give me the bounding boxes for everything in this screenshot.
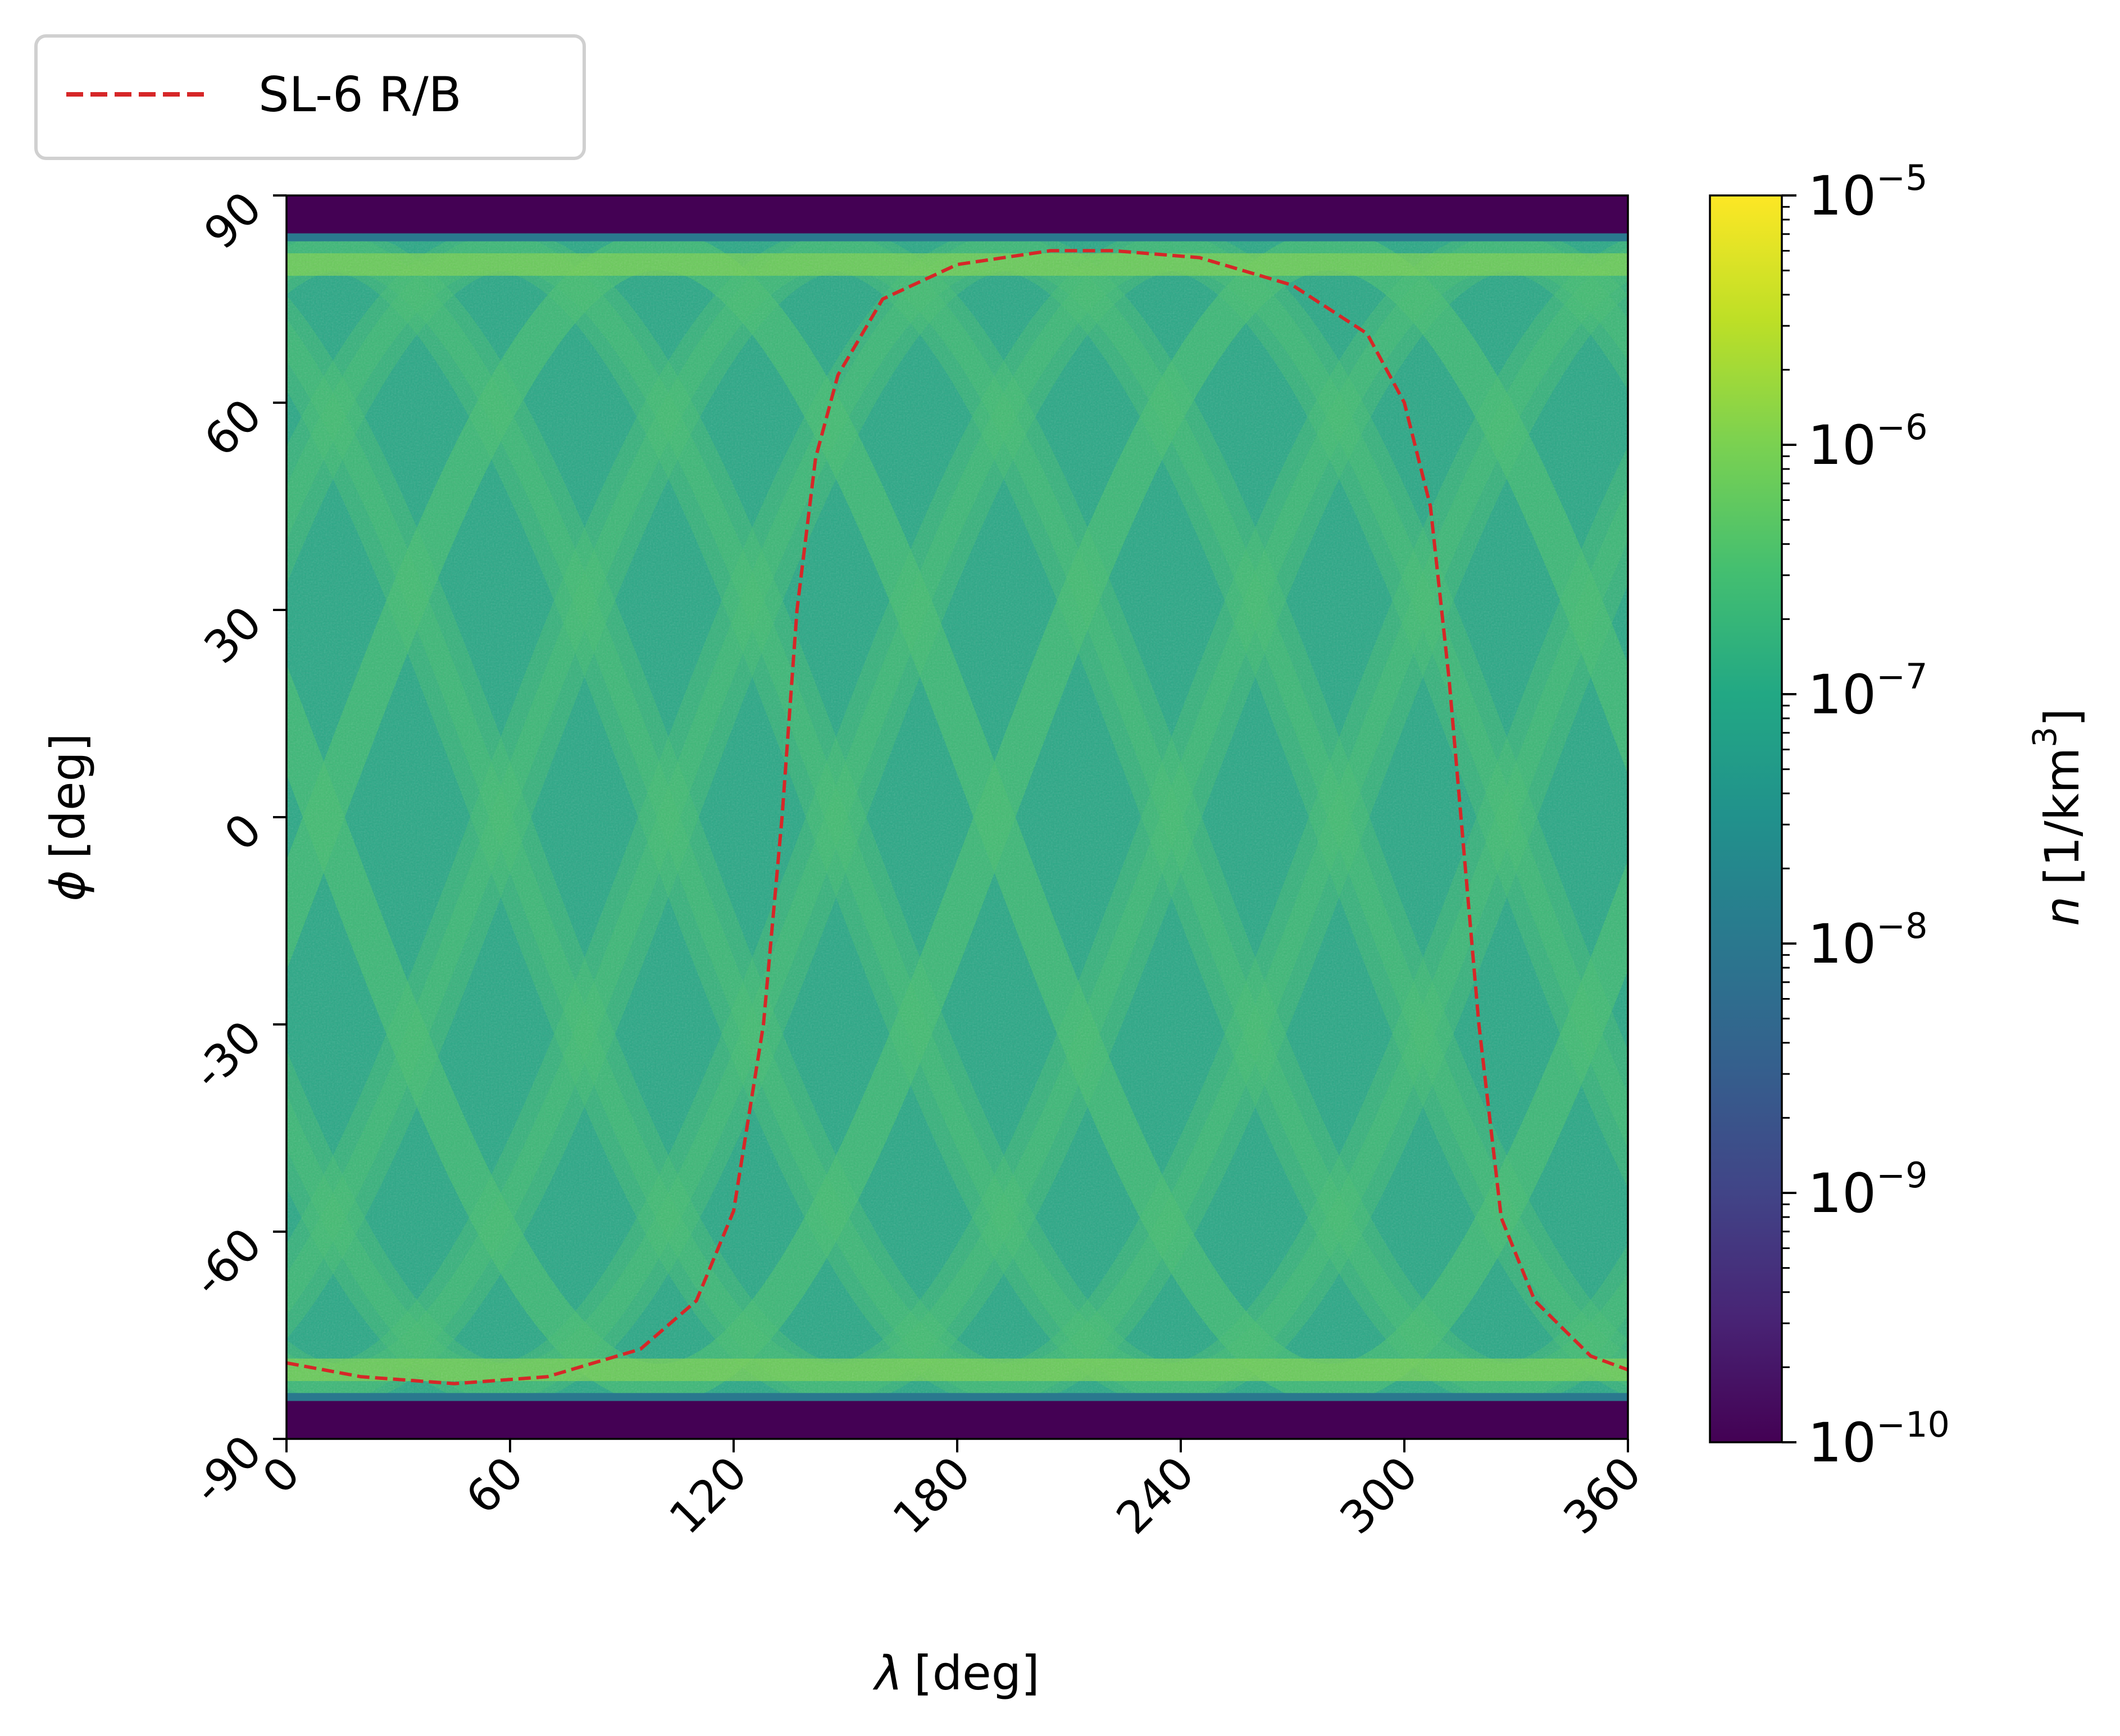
x-tick-label: 240: [1107, 1447, 1204, 1544]
colorbar-tick-label: 10−9: [1808, 1155, 1928, 1225]
colorbar-tick-label: 10−5: [1808, 157, 1928, 227]
colorbar-tick-base: 10: [1808, 913, 1876, 976]
y-axis-label: ϕ [deg]: [40, 733, 95, 901]
x-tick-label: 360: [1554, 1447, 1652, 1544]
y-axis-unit: [deg]: [40, 733, 95, 859]
heatmap-grain: [286, 195, 1628, 1439]
colorbar-tick-label: 10−6: [1808, 407, 1928, 477]
y-tick-label: 0: [215, 804, 272, 861]
colorbar-tick-base: 10: [1808, 1162, 1876, 1225]
y-tick-label: 60: [194, 389, 272, 467]
colorbar-tick-label: 10−7: [1808, 656, 1928, 726]
edge-transition-south: [286, 1393, 1628, 1401]
colorbar-tick-exponent: −8: [1876, 905, 1927, 946]
colorbar-tick-exponent: −6: [1876, 407, 1927, 448]
legend-label-sl6: SL-6 R/B: [258, 67, 462, 123]
x-axis-symbol: λ: [872, 1646, 903, 1701]
y-tick-label: 90: [194, 182, 272, 259]
x-tick-label: 60: [456, 1447, 534, 1524]
legend-frame: [34, 34, 586, 160]
x-axis-label: λ [deg]: [872, 1646, 1040, 1701]
colorbar-minor-ticks: [1782, 206, 1790, 1368]
colorbar-tick-exponent: −7: [1876, 656, 1927, 697]
colorbar-tick-base: 10: [1808, 414, 1876, 477]
y-tick-label: -90: [183, 1425, 271, 1514]
colorbar-gradient: [1709, 194, 1783, 1443]
y-tick-label: -30: [183, 1011, 271, 1100]
colorbar-tick-label: 10−8: [1808, 905, 1928, 976]
colorbar-tick-base: 10: [1808, 1411, 1876, 1474]
edge-transition-north: [286, 233, 1628, 242]
y-axis-symbol: ϕ: [40, 870, 95, 901]
legend: SL-6 R/B: [34, 34, 586, 160]
colorbar-tick-base: 10: [1808, 165, 1876, 227]
colorbar-tick-exponent: −10: [1876, 1404, 1950, 1445]
x-axis: 0 60 120 180 240 300 360: [253, 1439, 1652, 1544]
y-tick-label: -60: [183, 1218, 271, 1307]
series-line-sl6: [286, 249, 1628, 1386]
colorbar-unit: [1/km: [2035, 748, 2090, 885]
colorbar-unit-close: ]: [2035, 708, 2090, 727]
y-axis: -90 -60 -30 0 30 60 90: [183, 182, 286, 1514]
colorbar-unit-exp: 3: [2026, 727, 2064, 748]
x-tick-label: 120: [659, 1447, 757, 1544]
colorbar-label: n [1/km3]: [2026, 708, 2090, 926]
empty-polar-regions: [286, 195, 1628, 1439]
colorbar-symbol: n: [2035, 896, 2090, 926]
colorbar-tick-exponent: −9: [1876, 1155, 1927, 1196]
colorbar-tick-base: 10: [1808, 663, 1876, 726]
x-tick-label: 300: [1330, 1447, 1428, 1544]
y-tick-label: 30: [194, 596, 272, 674]
heatmap: [286, 195, 1628, 1439]
x-axis-unit: [deg]: [914, 1646, 1040, 1701]
x-tick-label: 180: [883, 1447, 981, 1544]
colorbar-tick-exponent: −5: [1876, 157, 1927, 198]
empty-region-north: [286, 195, 1628, 234]
colorbar-tick-label: 10−10: [1808, 1404, 1950, 1474]
empty-region-south: [286, 1401, 1628, 1439]
